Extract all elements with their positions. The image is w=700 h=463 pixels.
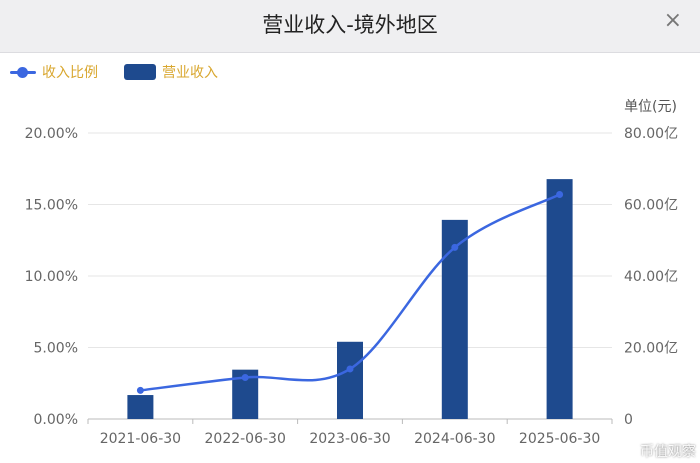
left-tick-label: 0.00% — [34, 412, 78, 428]
line-point-ratio — [346, 365, 354, 373]
bar-revenue — [337, 341, 363, 419]
right-tick-label: 80.00亿 — [624, 126, 678, 142]
left-tick-label: 15.00% — [25, 198, 78, 214]
unit-label: 单位(元) — [624, 99, 677, 115]
right-tick-label: 40.00亿 — [624, 269, 678, 285]
line-point-ratio — [556, 190, 564, 198]
x-tick-label: 2022-06-30 — [205, 431, 286, 447]
watermark: 币值观察 — [640, 444, 696, 460]
legend-label-ratio: 收入比例 — [42, 65, 98, 81]
close-icon[interactable]: × — [663, 8, 682, 33]
left-tick-label: 20.00% — [25, 126, 78, 142]
right-tick-label: 60.00亿 — [624, 198, 678, 214]
x-tick-label: 2025-06-30 — [519, 431, 600, 447]
bar-revenue — [441, 219, 468, 419]
bar-revenue — [546, 179, 573, 419]
legend: 收入比例 营业收入 — [10, 60, 244, 84]
right-tick-label: 20.00亿 — [624, 341, 678, 357]
x-tick-label: 2024-06-30 — [414, 431, 495, 447]
left-tick-label: 5.00% — [34, 341, 78, 357]
chart-title: 营业收入-境外地区 — [262, 13, 438, 37]
line-point-ratio — [241, 374, 249, 382]
line-marker-icon — [10, 65, 36, 79]
bar-revenue — [127, 395, 154, 419]
right-tick-label: 0 — [624, 412, 633, 428]
left-tick-label: 10.00% — [25, 269, 78, 285]
line-point-ratio — [136, 386, 144, 394]
legend-item-revenue[interactable]: 营业收入 — [124, 62, 218, 82]
legend-label-revenue: 营业收入 — [162, 65, 218, 81]
line-point-ratio — [451, 243, 459, 251]
x-tick-label: 2023-06-30 — [309, 431, 390, 447]
x-tick-label: 2021-06-30 — [100, 431, 181, 447]
legend-item-ratio[interactable]: 收入比例 — [10, 62, 98, 82]
chart-header: 营业收入-境外地区 × — [0, 0, 700, 53]
bar-marker-icon — [124, 64, 156, 80]
